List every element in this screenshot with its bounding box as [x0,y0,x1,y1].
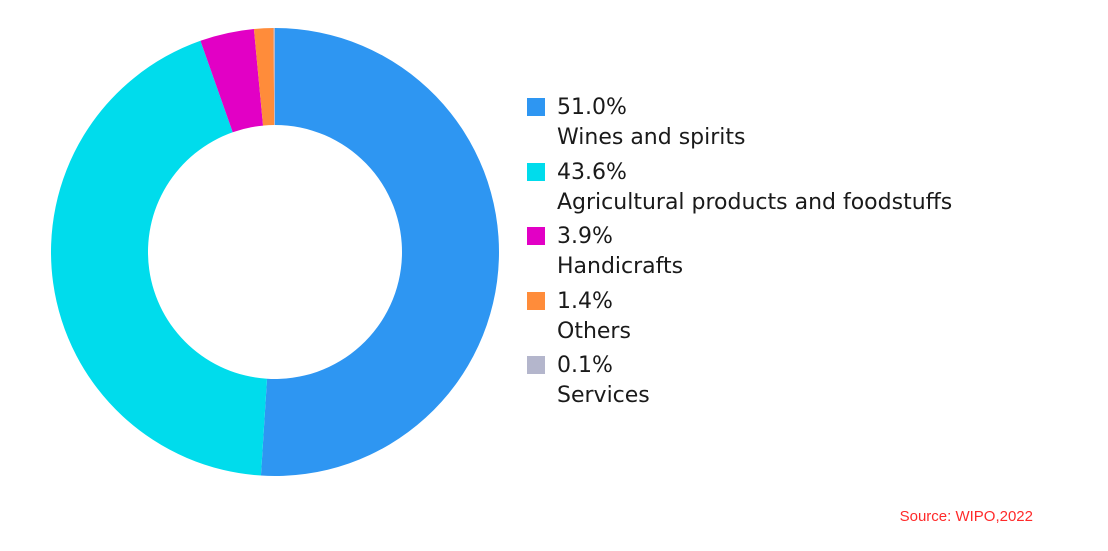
legend-percent: 1.4% [557,288,613,314]
legend-category: Agricultural products and foodstuffs [557,189,953,215]
legend-swatch [527,291,545,310]
legend-swatch [527,162,545,181]
source-note: Source: WIPO,2022 [899,508,1033,525]
chart-legend: 51.0% Wines and spirits 43.6% Agricultur… [527,93,1087,416]
legend-item-handicrafts: 3.9% Handicrafts [527,222,1087,287]
legend-item-services: 0.1% Services [527,351,1087,416]
legend-category: Handicrafts [557,254,684,279]
legend-percent: 0.1% [557,353,613,378]
legend-swatch [527,98,545,116]
legend-percent: 3.9% [557,224,613,249]
legend-percent: 51.0% [557,95,627,120]
donut-slice-wines-and-spirits [260,28,499,476]
legend-item-others: 1.4% Others [527,287,1087,352]
legend-item-agricultural-products: 43.6% Agricultural products and foodstuf… [527,158,1087,223]
donut-slice-agricultural-products-and-foodstuffs [50,40,268,476]
legend-category: Wines and spirits [557,125,746,150]
donut-slice-handicrafts [200,28,264,133]
legend-swatch [527,356,545,374]
legend-category: Services [557,383,650,408]
donut-chart [50,28,499,476]
legend-item-wines-and-spirits: 51.0% Wines and spirits [527,93,1087,158]
donut-slice-others [253,28,275,126]
donut-slice-services [273,28,275,126]
legend-swatch [527,227,545,245]
legend-percent: 43.6% [557,159,627,185]
legend-category: Others [557,318,631,344]
